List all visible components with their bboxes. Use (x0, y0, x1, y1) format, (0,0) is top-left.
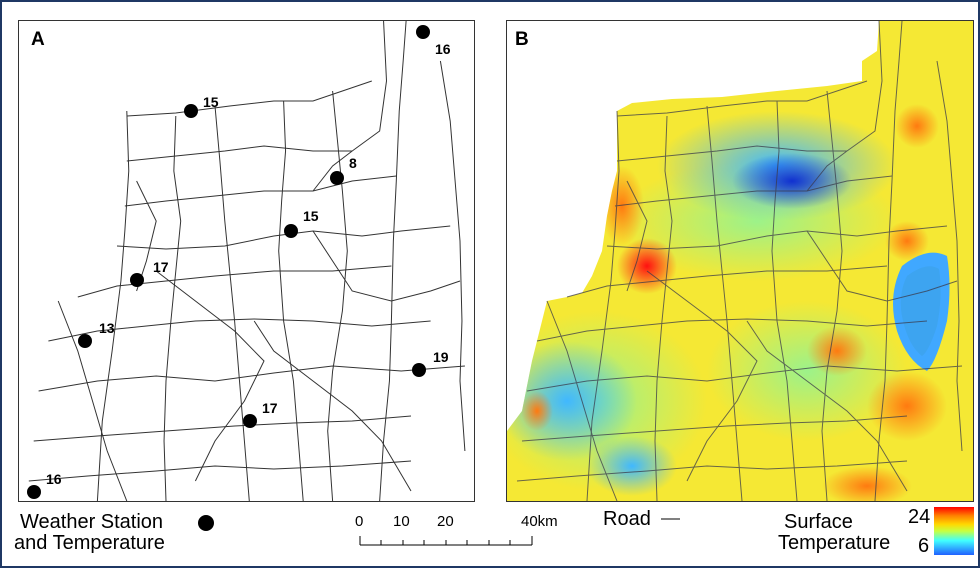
scale-tick-10: 10 (393, 513, 410, 530)
station-marker (78, 334, 92, 348)
road (313, 21, 387, 191)
panel-a-label: A (31, 29, 45, 50)
road (522, 416, 907, 441)
panel-a-roads: 16 15 8 15 17 13 19 17 16 (27, 21, 474, 501)
road (34, 416, 411, 441)
road (164, 116, 181, 501)
road (627, 181, 647, 291)
colorbar-min: 6 (918, 535, 930, 557)
station-marker (416, 25, 430, 39)
scale-tick-20: 20 (437, 513, 454, 530)
road (97, 111, 128, 501)
road (127, 81, 372, 116)
road (807, 231, 957, 301)
legend-station-line1: Weather Station (20, 511, 164, 533)
road (875, 21, 902, 501)
station-marker (330, 171, 344, 185)
road (29, 461, 411, 481)
road (655, 116, 672, 501)
colorbar (934, 507, 974, 555)
road (328, 91, 348, 501)
road (617, 81, 867, 116)
panel-b-label: B (515, 29, 529, 50)
road (254, 321, 411, 491)
road (807, 21, 882, 191)
road (380, 21, 406, 501)
panel-b-surface-temperature-map: B (506, 20, 974, 502)
station-temperature-label: 15 (203, 94, 219, 110)
station-marker (412, 363, 426, 377)
legend-station-line2: and Temperature (14, 532, 165, 554)
legend-surface-line2: Temperature (778, 532, 891, 554)
road (547, 301, 617, 501)
road (48, 319, 430, 341)
temperature-field (507, 21, 973, 501)
station-temperature-label: 13 (99, 320, 115, 336)
road (156, 271, 264, 481)
station-temperature-label: 8 (349, 155, 357, 171)
station-temperature-label: 17 (153, 259, 169, 275)
road (78, 266, 392, 297)
road (39, 366, 465, 391)
station-temperature-label: 19 (433, 349, 449, 365)
road (125, 176, 396, 206)
road (117, 226, 450, 249)
station-temperature-label: 16 (435, 41, 451, 57)
road (440, 61, 465, 451)
road (772, 101, 797, 501)
road (127, 146, 352, 161)
road (607, 226, 947, 249)
road (517, 461, 907, 481)
panel-b-heatmap (507, 21, 973, 501)
road (527, 366, 962, 391)
station-marker (184, 104, 198, 118)
station-marker (243, 414, 257, 428)
road (617, 146, 847, 161)
scale-tick-40km: 40km (521, 513, 558, 530)
panel-a-station-map: A 16 15 8 15 17 13 19 17 16 (18, 20, 475, 502)
road (707, 106, 742, 501)
road (215, 106, 249, 501)
station-marker (27, 485, 41, 499)
road (747, 321, 907, 491)
road (567, 266, 887, 297)
road (58, 301, 127, 501)
station-temperature-label: 15 (303, 208, 319, 224)
road (822, 91, 842, 501)
road (279, 101, 304, 501)
station-temperature-label: 16 (46, 471, 62, 487)
legend-road-label: Road (603, 508, 651, 530)
road (313, 231, 460, 301)
station-temperature-label: 17 (262, 400, 278, 416)
legend-surface-line1: Surface (784, 511, 853, 533)
road (615, 176, 892, 206)
scale-tick-0: 0 (355, 513, 364, 530)
station-marker (284, 224, 298, 238)
station-marker (130, 273, 144, 287)
road (647, 271, 757, 481)
road (537, 319, 927, 341)
road (937, 61, 962, 451)
road (587, 111, 619, 501)
colorbar-max: 24 (908, 506, 931, 528)
